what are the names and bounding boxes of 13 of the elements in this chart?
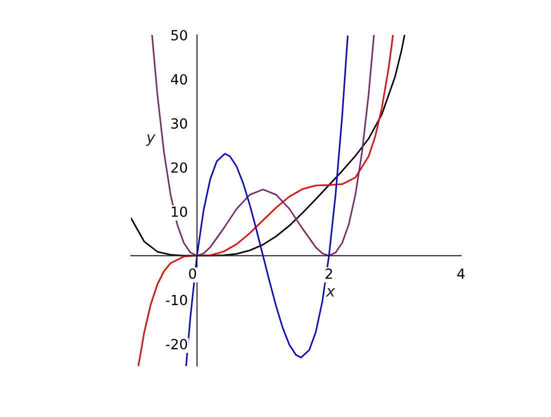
line-series	[185, 36, 348, 366]
x-tick-label: 2	[326, 268, 332, 279]
y-tick-label: 30	[171, 118, 188, 129]
x-tick-label: 4	[457, 268, 465, 279]
y-tick-label: 10	[172, 206, 188, 218]
y-tick-label: -20	[166, 338, 188, 350]
x-axis-title: x	[326, 288, 336, 297]
y-tick-label: 20	[171, 162, 188, 173]
y-tick-label: 40	[170, 74, 188, 85]
y-tick-label: -10	[166, 294, 188, 306]
y-axis-title: y	[146, 134, 156, 146]
x-tick-label: 0	[189, 268, 196, 279]
y-tick-label: 50	[171, 30, 188, 40]
